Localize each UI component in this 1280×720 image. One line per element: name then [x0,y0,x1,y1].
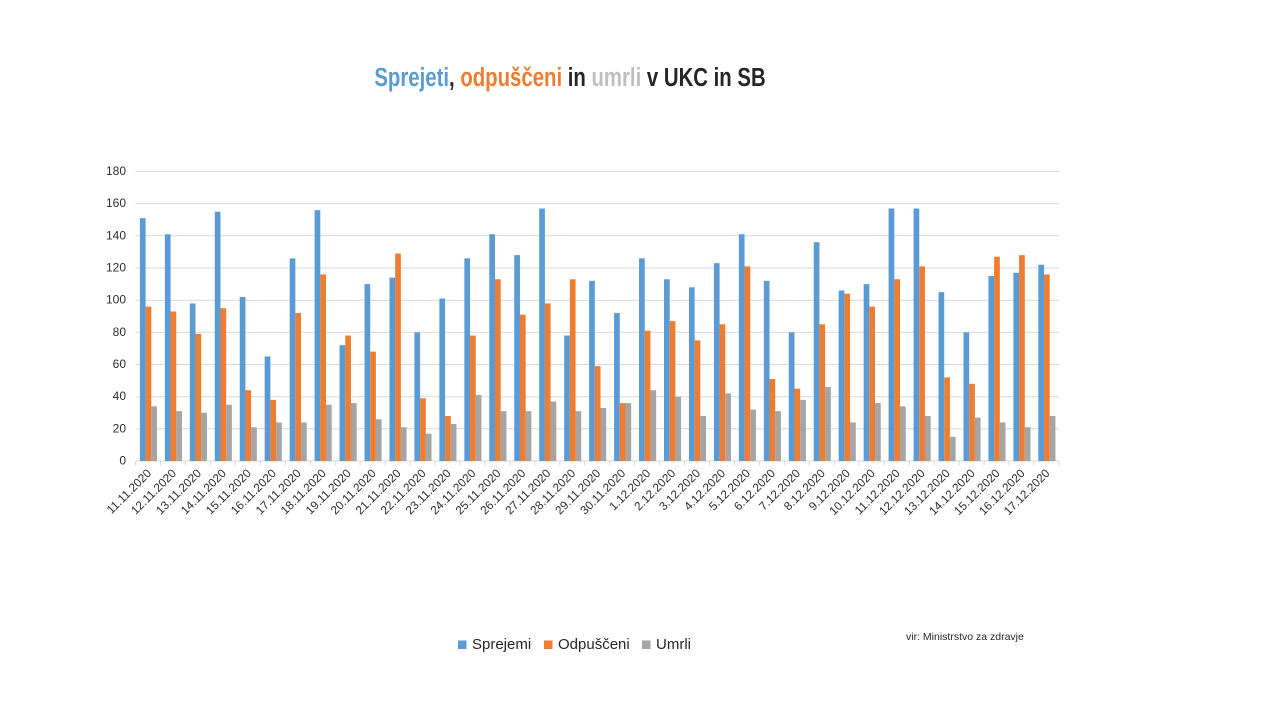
svg-text:Umrli: Umrli [656,636,691,653]
svg-text:60: 60 [113,357,127,371]
svg-text:160: 160 [106,196,126,210]
svg-text:Sprejemi: Sprejemi [472,636,531,653]
svg-text:80: 80 [113,325,127,339]
svg-text:vir: Ministrstvo za zdravje: vir: Ministrstvo za zdravje [906,631,1024,643]
svg-text:120: 120 [106,261,126,275]
svg-text:Sprejeti, odpuščeni in umrli v: Sprejeti, odpuščeni in umrli v UKC in SB [374,63,765,92]
svg-text:Odpuščeni: Odpuščeni [558,636,630,653]
svg-text:0: 0 [119,454,126,468]
svg-text:100: 100 [106,293,126,307]
svg-text:20: 20 [113,421,127,435]
svg-text:40: 40 [113,389,127,403]
svg-text:180: 180 [106,164,126,178]
svg-text:140: 140 [106,228,126,242]
